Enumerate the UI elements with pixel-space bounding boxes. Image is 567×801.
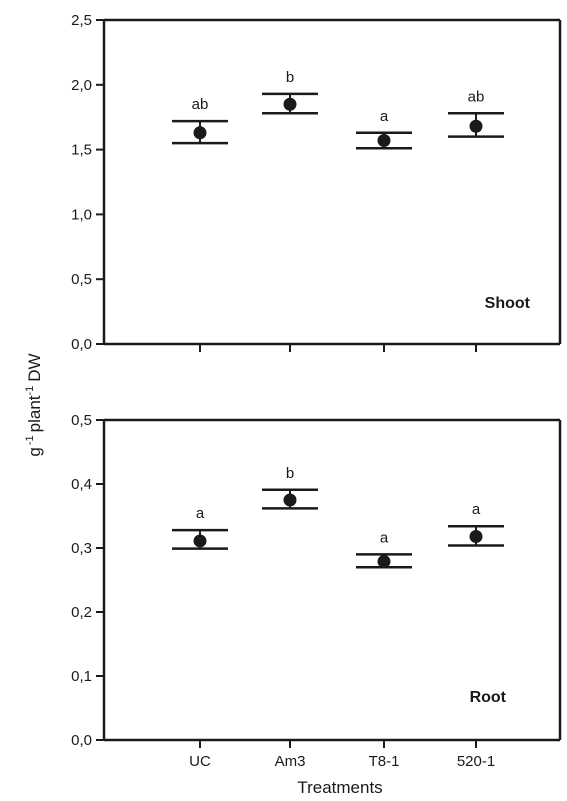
y-axis-title: g-1plant-1DW [24, 353, 44, 456]
y-axis-title-exp1: -1 [24, 435, 36, 445]
shoot-panel: 0,0 0,5 1,0 1,5 2,0 2,5 ab b a ab Shoot [71, 12, 562, 353]
root-data-point [377, 554, 391, 568]
root-data-point [193, 534, 207, 548]
root-data-point [469, 529, 483, 543]
shoot-significance-letter: ab [468, 88, 485, 105]
shoot-significance-letter: b [286, 69, 294, 86]
y-axis-title-exp2: -1 [24, 386, 36, 396]
root-x-tick-label: Am3 [275, 753, 306, 770]
root-y-tick-label: 0,5 [71, 412, 92, 429]
root-significance-letter: b [286, 465, 294, 482]
y-axis-title-g: g [25, 447, 44, 456]
root-y-tick-label: 0,4 [71, 476, 92, 493]
shoot-data-point [193, 126, 207, 140]
root-y-tick-label: 0,0 [71, 732, 92, 749]
shoot-data-point [469, 119, 483, 133]
shoot-y-tick-label: 1,5 [71, 142, 92, 159]
root-y-tick-label: 0,2 [71, 604, 92, 621]
root-x-tick-label: 520-1 [457, 753, 495, 770]
root-y-tick-label: 0,3 [71, 540, 92, 557]
root-significance-letter: a [196, 505, 205, 522]
shoot-significance-letter: ab [192, 96, 209, 113]
shoot-y-tick-label: 0,5 [71, 271, 92, 288]
root-x-tick-label: T8-1 [369, 753, 400, 770]
root-panel: 0,0 0,1 0,2 0,3 0,4 0,5 UC Am3 T8-1 520-1 a b a a Root [71, 412, 562, 770]
root-y-tick-label: 0,1 [71, 668, 92, 685]
shoot-data-point [377, 134, 391, 148]
shoot-y-tick-label: 2,0 [71, 77, 92, 94]
y-axis-title-dw: DW [25, 353, 44, 381]
root-data-point [283, 493, 297, 507]
root-significance-letter: a [380, 529, 389, 546]
shoot-significance-letter: a [380, 108, 389, 125]
shoot-data-point [283, 97, 297, 111]
x-axis-title: Treatments [297, 778, 382, 797]
y-axis-title-plant: plant [25, 395, 44, 432]
root-x-tick-label: UC [189, 753, 211, 770]
root-significance-letter: a [472, 501, 481, 518]
shoot-y-tick-label: 0,0 [71, 336, 92, 353]
shoot-y-tick-label: 1,0 [71, 206, 92, 223]
shoot-y-tick-label: 2,5 [71, 12, 92, 29]
root-panel-label: Root [470, 689, 507, 706]
shoot-panel-label: Shoot [485, 295, 531, 312]
